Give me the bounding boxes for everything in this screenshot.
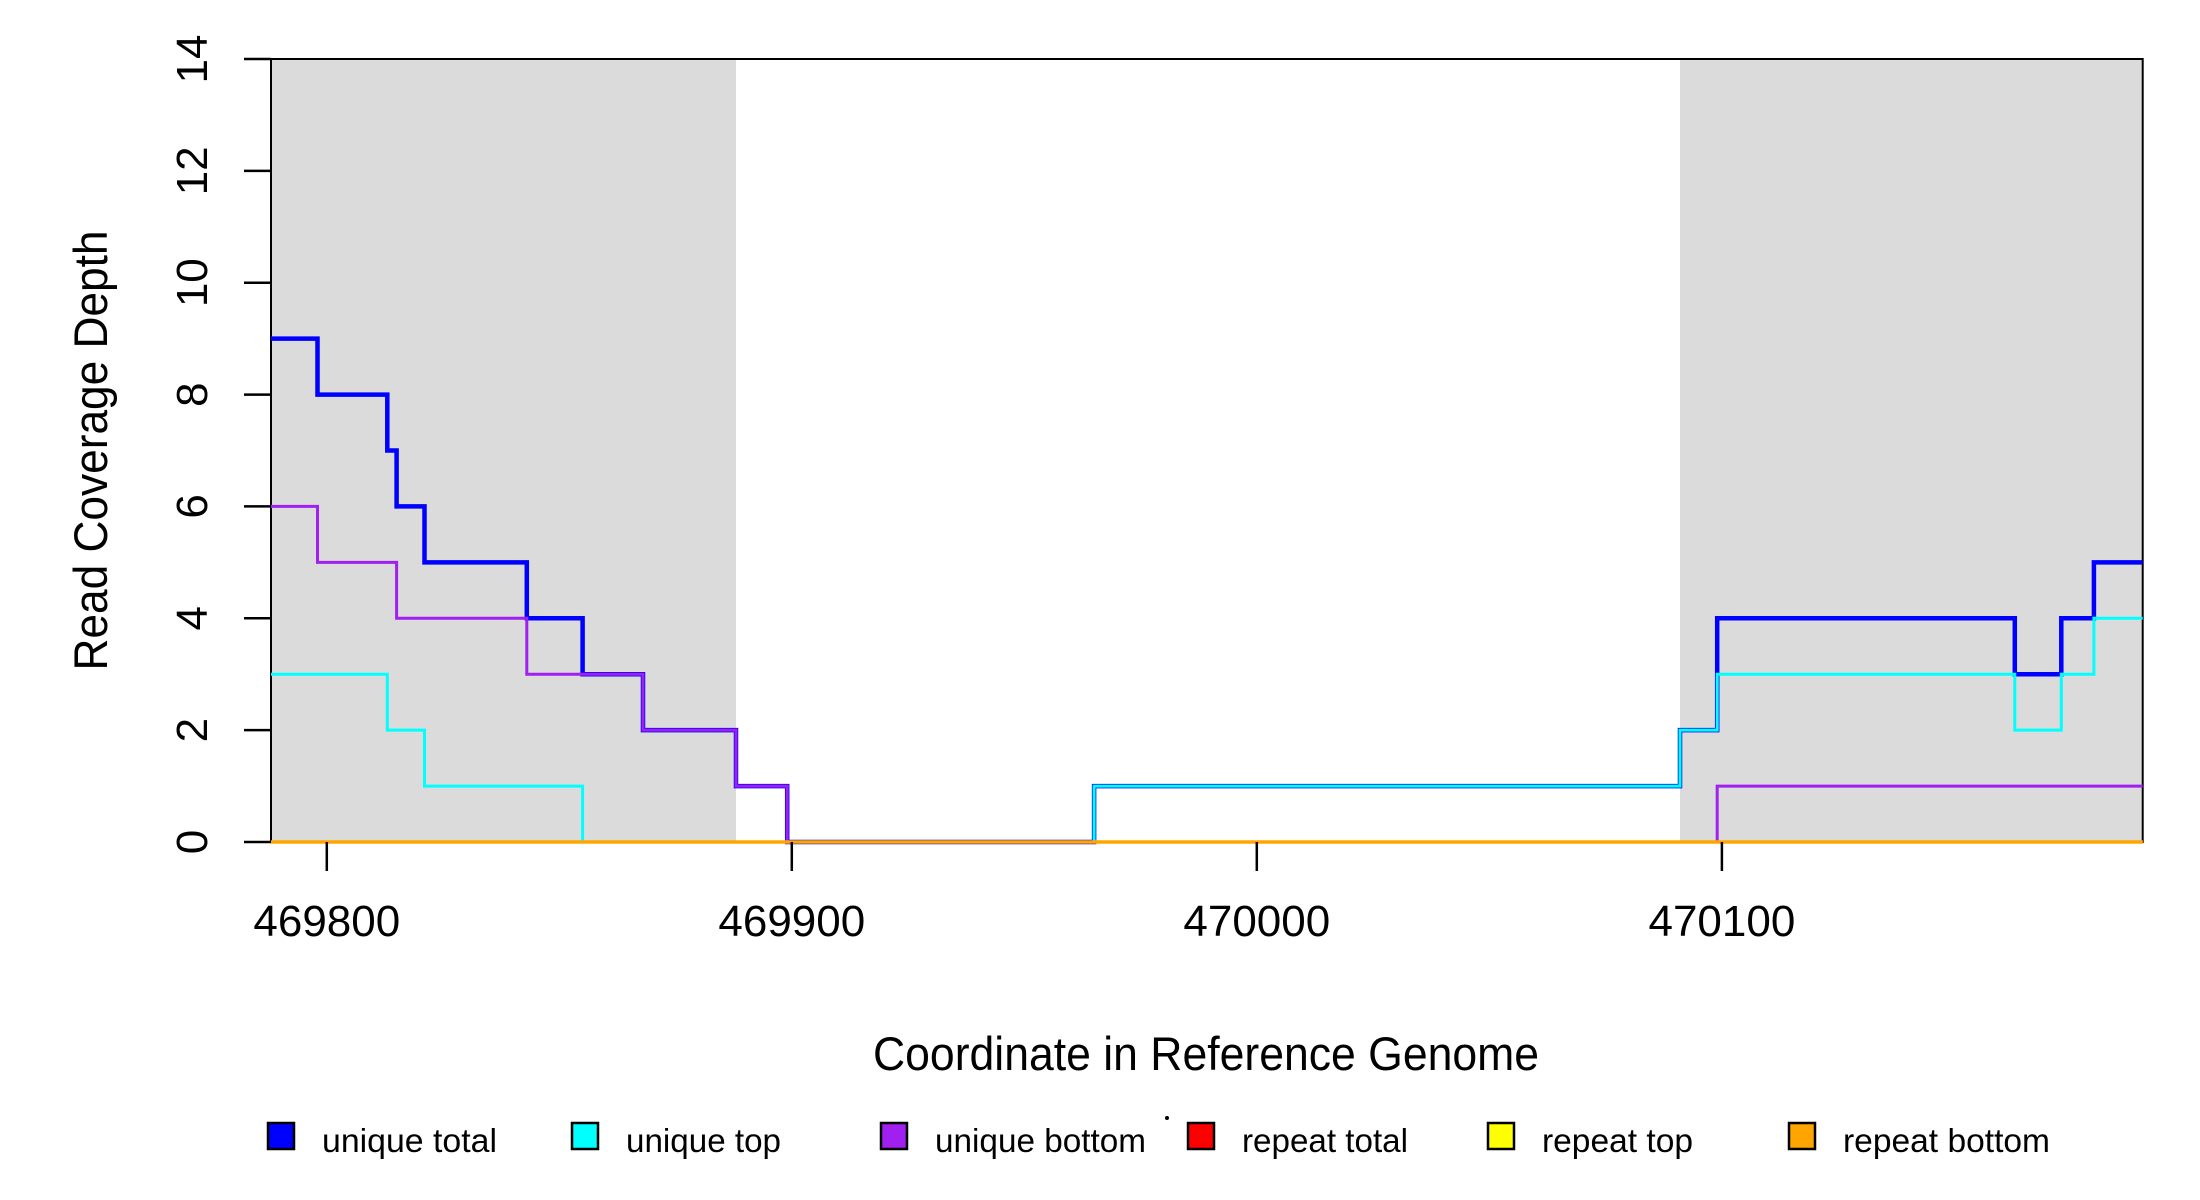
legend-label-repeat-bottom: repeat bottom — [1843, 1122, 2050, 1159]
y-axis-tick-label: 0 — [168, 830, 217, 854]
legend-swatch-repeat-total — [1186, 1121, 1216, 1151]
legend-label-unique-total: unique total — [322, 1122, 497, 1159]
highlight-band-2 — [1680, 59, 2143, 842]
highlight-band-1 — [271, 59, 736, 842]
x-axis-tick-label: 469800 — [253, 897, 400, 946]
legend-swatch-repeat-bottom — [1787, 1121, 1817, 1151]
legend-label-unique-bottom: unique bottom — [935, 1122, 1146, 1159]
legend-swatch-repeat-top — [1486, 1121, 1516, 1151]
x-axis-tick-label: 470000 — [1183, 897, 1330, 946]
series-line-unique-top — [271, 616, 2143, 844]
legend-label-repeat-total: repeat total — [1242, 1122, 1408, 1159]
x-axis-title: Coordinate in Reference Genome — [873, 1027, 1539, 1080]
legend-swatch-unique-bottom — [879, 1121, 909, 1151]
x-axis-tick-label: 469900 — [718, 897, 865, 946]
y-axis-tick-label: 10 — [168, 258, 217, 307]
y-axis-tick-label: 14 — [168, 35, 217, 84]
stray-dot-artifact — [1165, 1116, 1169, 1120]
legend-label-unique-top: unique top — [626, 1122, 781, 1159]
y-axis-title: Read Coverage Depth — [64, 231, 117, 671]
legend-label-repeat-top: repeat top — [1542, 1122, 1693, 1159]
x-axis-tick-label: 470100 — [1648, 897, 1795, 946]
y-axis-tick-label: 6 — [168, 494, 217, 518]
legend-swatch-unique-top — [570, 1121, 600, 1151]
y-axis-tick-label: 4 — [168, 606, 217, 630]
legend-swatch-unique-total — [266, 1121, 296, 1151]
y-axis-tick-label: 8 — [168, 382, 217, 406]
y-axis-tick-label: 12 — [168, 146, 217, 195]
y-axis-tick-label: 2 — [168, 718, 217, 742]
